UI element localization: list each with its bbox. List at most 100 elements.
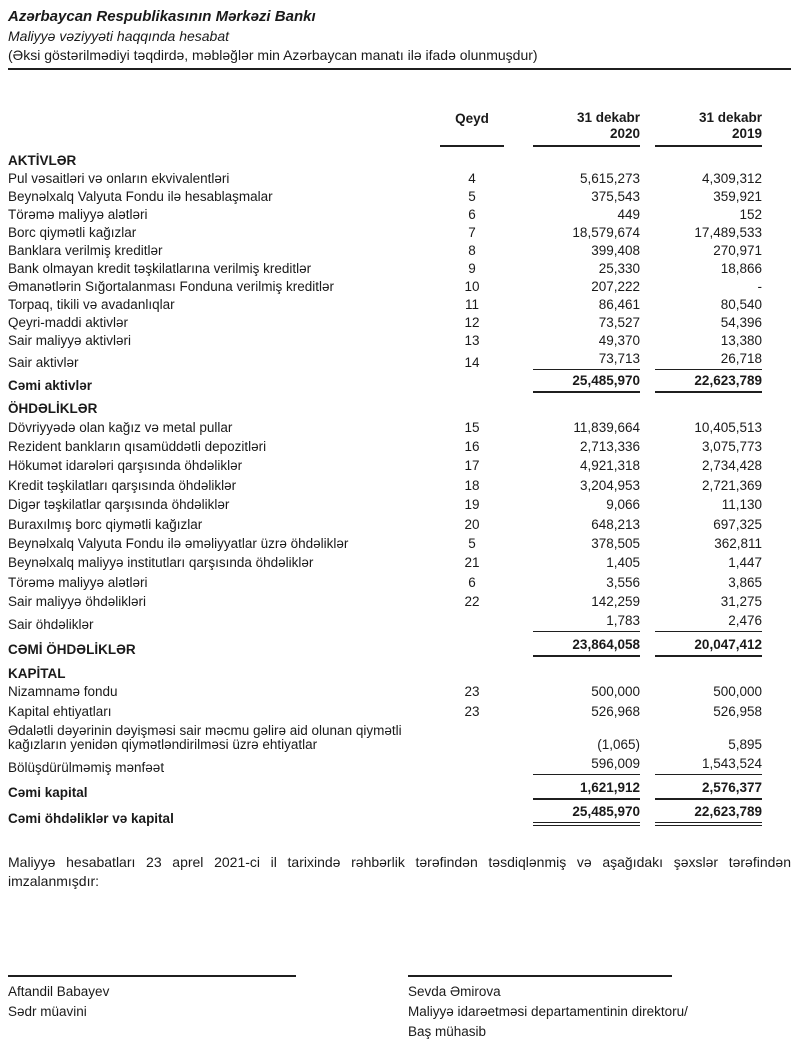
value-cell: 3,865	[640, 573, 762, 592]
table-body: AKTİVLƏR Pul vəsaitləri və onların ekviva…	[8, 147, 762, 829]
value-cell: 359,921	[640, 188, 762, 206]
amount-2020: 399,408	[591, 243, 640, 258]
row-label: Beynəlxalq Valyuta Fondu ilə hesablaşmal…	[8, 189, 273, 204]
row-note: 23	[464, 684, 480, 700]
row-note: 14	[464, 355, 480, 370]
value-cell: 362,811	[640, 534, 762, 553]
label-column-header	[8, 110, 432, 147]
signature-area: Aftandil Babayev Sədr müavini Sevda Əmir…	[8, 974, 791, 1042]
balance-sheet-table: Qeyd 31 dekabr 2020 31 dekabr 2019 AKTİV…	[8, 110, 762, 829]
value-cell: 1,783	[512, 612, 640, 635]
row-note: 23	[464, 703, 480, 719]
row-note: 5	[468, 535, 476, 551]
value-cell: 500,000	[640, 683, 762, 702]
value-cell: 10,405,513	[640, 418, 762, 437]
value-cell: 152	[640, 206, 762, 224]
row-note: 11	[464, 297, 479, 312]
row-label: Banklara verilmiş kreditlər	[8, 243, 163, 258]
value-cell: 2,576,377	[640, 778, 762, 802]
signatory-title: Sədr müavini	[8, 1003, 87, 1019]
table-row: Banklara verilmiş kreditlər 8 399,408 270,9…	[8, 242, 762, 260]
table-row: Beynəlxalq maliyyə institutları qarşısın…	[8, 554, 762, 573]
amount-2019: 22,623,789	[655, 805, 762, 827]
document-header: Azərbaycan Respublikasının Mərkəzi Bankı…	[8, 8, 791, 70]
signature-line	[8, 974, 296, 977]
value-cell: 22,623,789	[640, 802, 762, 828]
amount-2019: 152	[739, 207, 762, 222]
amount-2020: 449	[617, 207, 640, 222]
row-note: 21	[464, 555, 480, 571]
amount-2019: 31,275	[720, 594, 762, 610]
amount-2019: 54,396	[720, 315, 762, 330]
value-cell: 2,476	[640, 612, 762, 635]
value-cell: 73,527	[512, 314, 640, 332]
row-note	[432, 372, 512, 395]
table-row: Sair öhdəliklər 1,783 2,476	[8, 612, 762, 635]
table-row: Beynəlxalq Valyuta Fondu ilə əməliyyatla…	[8, 534, 762, 553]
row-note: 9	[468, 261, 476, 276]
col-2020-line1: 31 dekabr	[576, 110, 640, 125]
amount-2019: 26,718	[655, 352, 762, 370]
value-cell: 648,213	[512, 515, 640, 534]
table-row: Kapital ehtiyatları 23 526,968 526,958	[8, 702, 762, 721]
row-label: Törəmə maliyyə alətləri	[8, 574, 148, 590]
row-note: 12	[464, 315, 480, 330]
value-cell: 207,222	[512, 278, 640, 296]
row-label: Kapital ehtiyatları	[8, 703, 112, 719]
amount-2019: 2,734,428	[701, 458, 762, 474]
value-cell: 270,971	[640, 242, 762, 260]
value-cell: 449	[512, 206, 640, 224]
table-row: Digər təşkilatlar qarşısında öhdəliklər 1…	[8, 496, 762, 515]
table-row: Kredit təşkilatları qarşısında öhdəliklə…	[8, 476, 762, 495]
table-row: Sair maliyyə aktivləri 13 49,370 13,380	[8, 332, 762, 350]
value-cell: 4,921,318	[512, 457, 640, 476]
row-label: Pul vəsaitləri və onların ekvivalentləri	[8, 171, 230, 186]
row-label: Cəmi öhdəliklər və kapital	[8, 811, 174, 827]
amount-2019: 10,405,513	[694, 419, 762, 435]
signatory-name: Aftandil Babayev	[8, 983, 110, 999]
section-title: AKTİVLƏR	[8, 153, 77, 168]
amount-2020: 1,621,912	[533, 780, 640, 800]
value-cell: 142,259	[512, 592, 640, 611]
value-cell: 1,405	[512, 554, 640, 573]
value-cell: 526,958	[640, 702, 762, 721]
value-cell: 5,615,273	[512, 170, 640, 188]
org-name: Azərbaycan Respublikasının Mərkəzi Bankı	[8, 8, 316, 25]
signature-block-left: Aftandil Babayev Sədr müavini	[8, 974, 296, 1042]
table-row: Borc qiymətli kağızlar 7 18,579,674 17,489,…	[8, 224, 762, 242]
approval-note: Maliyyə hesabatları 23 aprel 2021-ci il …	[8, 853, 791, 889]
value-cell: 31,275	[640, 592, 762, 611]
table-row: Törəmə maliyyə alətləri 6 449 152	[8, 206, 762, 224]
row-label: CƏMİ ÖHDƏLİKLƏR	[8, 641, 136, 657]
value-cell: 500,000	[512, 683, 640, 702]
amount-2020: 25,330	[598, 261, 640, 276]
amount-2020: 500,000	[591, 684, 640, 700]
value-cell: (1,065)	[512, 721, 640, 754]
empty-cell	[640, 660, 762, 683]
value-cell: 49,370	[512, 332, 640, 350]
signatory-title: Maliyyə idarəetməsi departamentinin dire…	[408, 1003, 688, 1019]
section-total-row: CƏMİ ÖHDƏLİKLƏR 23,864,058 20,047,412	[8, 635, 762, 659]
amount-2020: 4,921,318	[579, 458, 640, 474]
table-row: Ədalətli dəyərinin dəyişməsi sair məcmu …	[8, 721, 762, 754]
row-label: Sair aktivlər	[8, 355, 79, 370]
value-cell: 2,734,428	[640, 457, 762, 476]
table-row: Sair aktivlər 14 73,713 26,718	[8, 350, 762, 372]
amount-2020: 5,615,273	[579, 171, 640, 186]
amount-2020: 1,405	[606, 555, 640, 571]
row-label: Əmanətlərin Sığortalanması Fonduna veril…	[8, 279, 335, 294]
amount-2020: 2,713,336	[579, 439, 640, 455]
row-note: 22	[464, 594, 480, 610]
signatory-name: Sevda Əmirova	[408, 983, 501, 999]
amount-2020: 49,370	[598, 333, 640, 348]
amount-2019: 18,866	[720, 261, 762, 276]
value-cell: 399,408	[512, 242, 640, 260]
section-total-row: Cəmi aktivlər 25,485,970 22,623,789	[8, 372, 762, 395]
row-note: 18	[464, 477, 480, 493]
value-cell: 378,505	[512, 534, 640, 553]
col-2020-line2: 2020	[609, 126, 640, 141]
value-cell: 1,621,912	[512, 778, 640, 802]
row-label: Bölüşdürülməmiş mənfəət	[8, 760, 165, 776]
amount-2019: 4,309,312	[701, 171, 762, 186]
table-row: Rezident bankların qısamüddətli depozitl…	[8, 437, 762, 456]
